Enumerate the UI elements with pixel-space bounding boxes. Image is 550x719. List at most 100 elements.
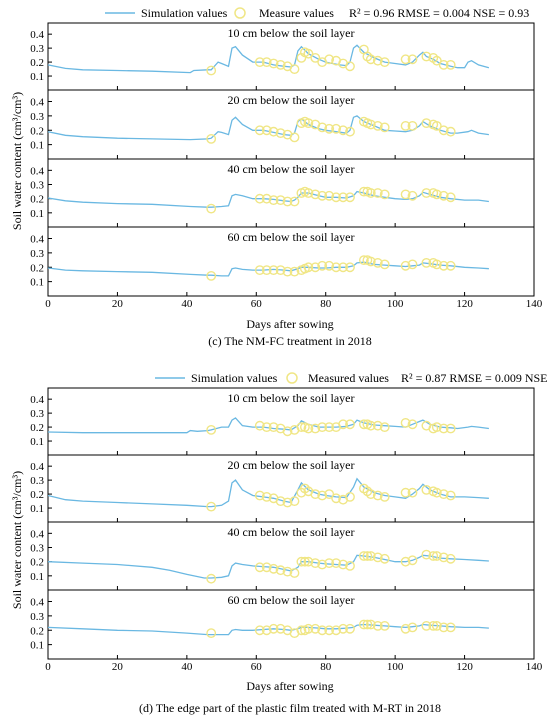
measured-point [324, 422, 335, 432]
measured-point [275, 565, 286, 576]
measured-point [379, 259, 390, 270]
measured-point [206, 501, 217, 512]
measured-point [206, 270, 217, 281]
panel-title: 60 cm below the soil layer [228, 593, 355, 607]
measured-point [438, 125, 449, 136]
panel-title: 20 cm below the soil layer [228, 458, 355, 472]
measured-point [275, 128, 286, 139]
measured-point [438, 190, 449, 201]
measured-point [289, 132, 300, 143]
measured-point [438, 260, 449, 271]
measured-point [400, 54, 411, 65]
measured-point [331, 493, 341, 504]
measured-point [431, 487, 442, 498]
measured-point [338, 262, 348, 273]
y-tick-label: 0.4 [30, 29, 44, 41]
measured-point [303, 188, 314, 198]
measured-point [331, 123, 341, 134]
y-tick-label: 0.2 [30, 557, 44, 569]
measured-point [445, 260, 456, 271]
measured-point [379, 621, 390, 631]
measured-point [379, 122, 390, 133]
measured-point [331, 262, 341, 273]
panel-frame [47, 226, 535, 297]
measured-point [324, 190, 335, 201]
x-tick-label: 20 [112, 661, 124, 673]
measured-point [338, 623, 348, 634]
panel-title: 10 cm below the soil layer [228, 391, 355, 405]
y-tick-label: 0.3 [30, 408, 44, 420]
measured-point [358, 419, 369, 430]
measured-point [254, 625, 265, 636]
measured-point [317, 260, 328, 271]
x-tick-label: 40 [181, 298, 193, 310]
panel-2: 0.1 0.2 0.3 0.4 20 cm below the soil layer [30, 89, 535, 160]
measured-point [296, 556, 307, 567]
x-tick-label: 60 [251, 661, 263, 673]
measured-point [407, 121, 418, 131]
y-tick-label: 0.3 [30, 543, 44, 555]
measured-point [261, 562, 272, 573]
measured-point [331, 625, 341, 636]
x-tick-label: 0 [45, 661, 51, 673]
simulated-series-line [47, 115, 489, 141]
simulated-series-line [47, 623, 489, 636]
measured-point [438, 423, 449, 434]
measured-point [289, 496, 300, 506]
measured-point [345, 623, 355, 634]
measured-point [282, 266, 293, 277]
measured-point [438, 60, 449, 70]
measured-point [372, 257, 383, 268]
measured-point [421, 549, 432, 560]
panel-title: 40 cm below the soil layer [228, 162, 355, 176]
measured-point [431, 259, 442, 270]
measured-point [261, 625, 272, 636]
figure-caption: (c) The NM-FC treatment in 2018 [208, 334, 371, 348]
measured-point [310, 423, 321, 434]
measured-point [445, 553, 456, 564]
measured-point [445, 192, 456, 203]
measured-point [310, 189, 321, 200]
measured-point [407, 419, 418, 430]
measured-point [362, 551, 373, 561]
y-tick-label: 0.4 [30, 97, 44, 109]
measured-point [261, 265, 272, 275]
measured-point [289, 196, 300, 207]
measured-point [372, 188, 383, 198]
legend-simulation-label: Simulation values [141, 6, 228, 20]
x-tick-label: 100 [387, 298, 404, 310]
panel-2: 0.1 0.2 0.3 0.4 20 cm below the soil layer [30, 454, 535, 523]
panel-3: 0.1 0.2 0.3 0.4 40 cm below the soil layer [30, 521, 535, 591]
measured-point [358, 186, 369, 197]
x-tick-label: 60 [251, 298, 263, 310]
panel-group-d: 0.10.20.30.4 10 cm below the soil layer0.… [30, 387, 543, 673]
y-axis-label: Soil water content (cm³/cm³) [10, 92, 24, 230]
measured-point [345, 561, 355, 571]
measured-point [365, 489, 376, 499]
y-tick-label: 0.4 [30, 394, 44, 406]
measured-point [310, 53, 321, 63]
measured-point [438, 552, 449, 563]
measured-point [303, 48, 314, 59]
panel-title: 10 cm below the soil layer [228, 26, 355, 40]
y-tick-label: 0.2 [30, 57, 44, 69]
measured-point [400, 189, 411, 200]
measured-point [282, 566, 293, 577]
measured-point [268, 126, 279, 137]
measured-point [379, 553, 390, 564]
measured-point [407, 54, 418, 65]
y-tick-label: 0.3 [30, 248, 44, 260]
x-axis-label: Days after sowing [246, 679, 333, 693]
measured-point [324, 489, 335, 499]
measured-point [275, 496, 286, 506]
y-tick-label: 0.4 [30, 165, 44, 177]
measured-point [206, 424, 217, 435]
legend-simulation-label: Simulation values [191, 371, 278, 385]
panel-4: 0.1 0.2 0.3 0.4 60 cm below the soil layer [30, 226, 535, 297]
measured-point [324, 123, 335, 134]
x-tick-label: 100 [387, 661, 404, 673]
legend-measure-marker [234, 7, 246, 19]
measured-point [445, 622, 456, 633]
measured-point [445, 490, 456, 501]
